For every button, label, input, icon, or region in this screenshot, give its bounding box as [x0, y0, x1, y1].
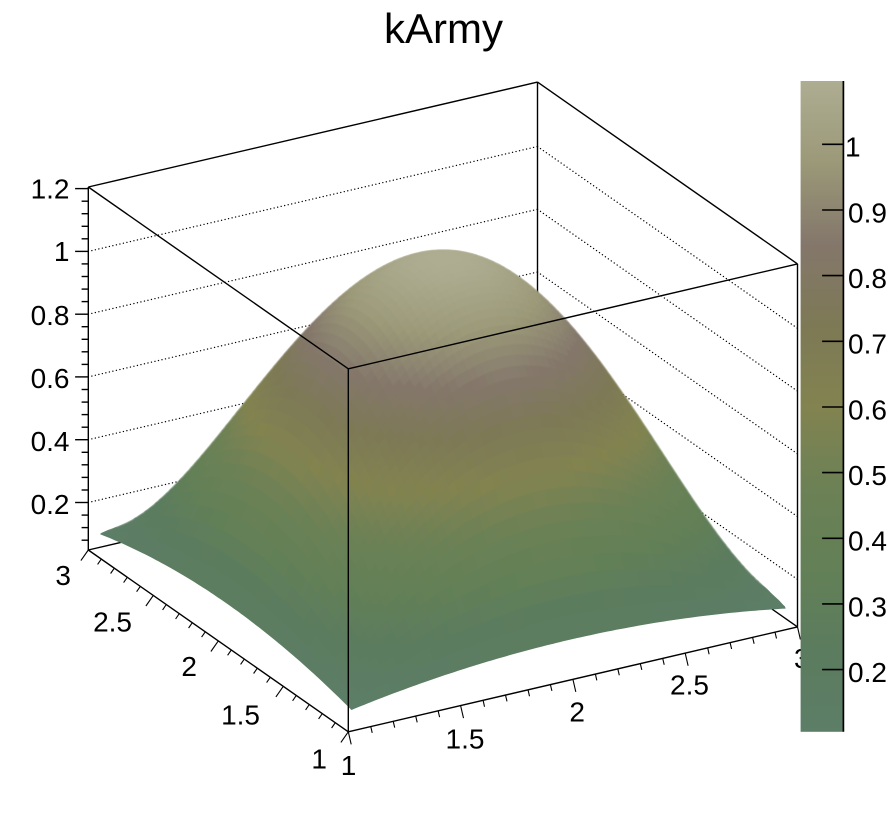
svg-text:2.5: 2.5	[93, 606, 132, 637]
svg-text:0.2: 0.2	[848, 657, 887, 688]
svg-text:0.3: 0.3	[848, 591, 887, 622]
svg-text:1: 1	[845, 132, 861, 163]
svg-text:0.4: 0.4	[31, 426, 70, 457]
svg-text:0.2: 0.2	[31, 489, 70, 520]
svg-text:1.2: 1.2	[31, 173, 70, 204]
svg-text:0.8: 0.8	[31, 300, 70, 331]
svg-text:0.8: 0.8	[848, 263, 887, 294]
svg-text:1: 1	[311, 744, 327, 775]
svg-text:2: 2	[569, 697, 585, 728]
svg-text:1.5: 1.5	[221, 699, 260, 730]
svg-text:2.5: 2.5	[670, 670, 709, 701]
svg-text:1: 1	[54, 236, 70, 267]
svg-text:0.6: 0.6	[31, 363, 70, 394]
svg-text:0.7: 0.7	[848, 329, 887, 360]
svg-text:0.4: 0.4	[848, 526, 887, 557]
svg-text:0.6: 0.6	[848, 394, 887, 425]
svg-text:2: 2	[181, 651, 197, 682]
svg-text:1: 1	[341, 750, 357, 781]
svg-text:1.5: 1.5	[446, 723, 485, 754]
svg-text:0.5: 0.5	[848, 460, 887, 491]
svg-text:0.9: 0.9	[848, 197, 887, 228]
svg-text:kArmy: kArmy	[384, 5, 503, 52]
svg-text:3: 3	[55, 560, 71, 591]
